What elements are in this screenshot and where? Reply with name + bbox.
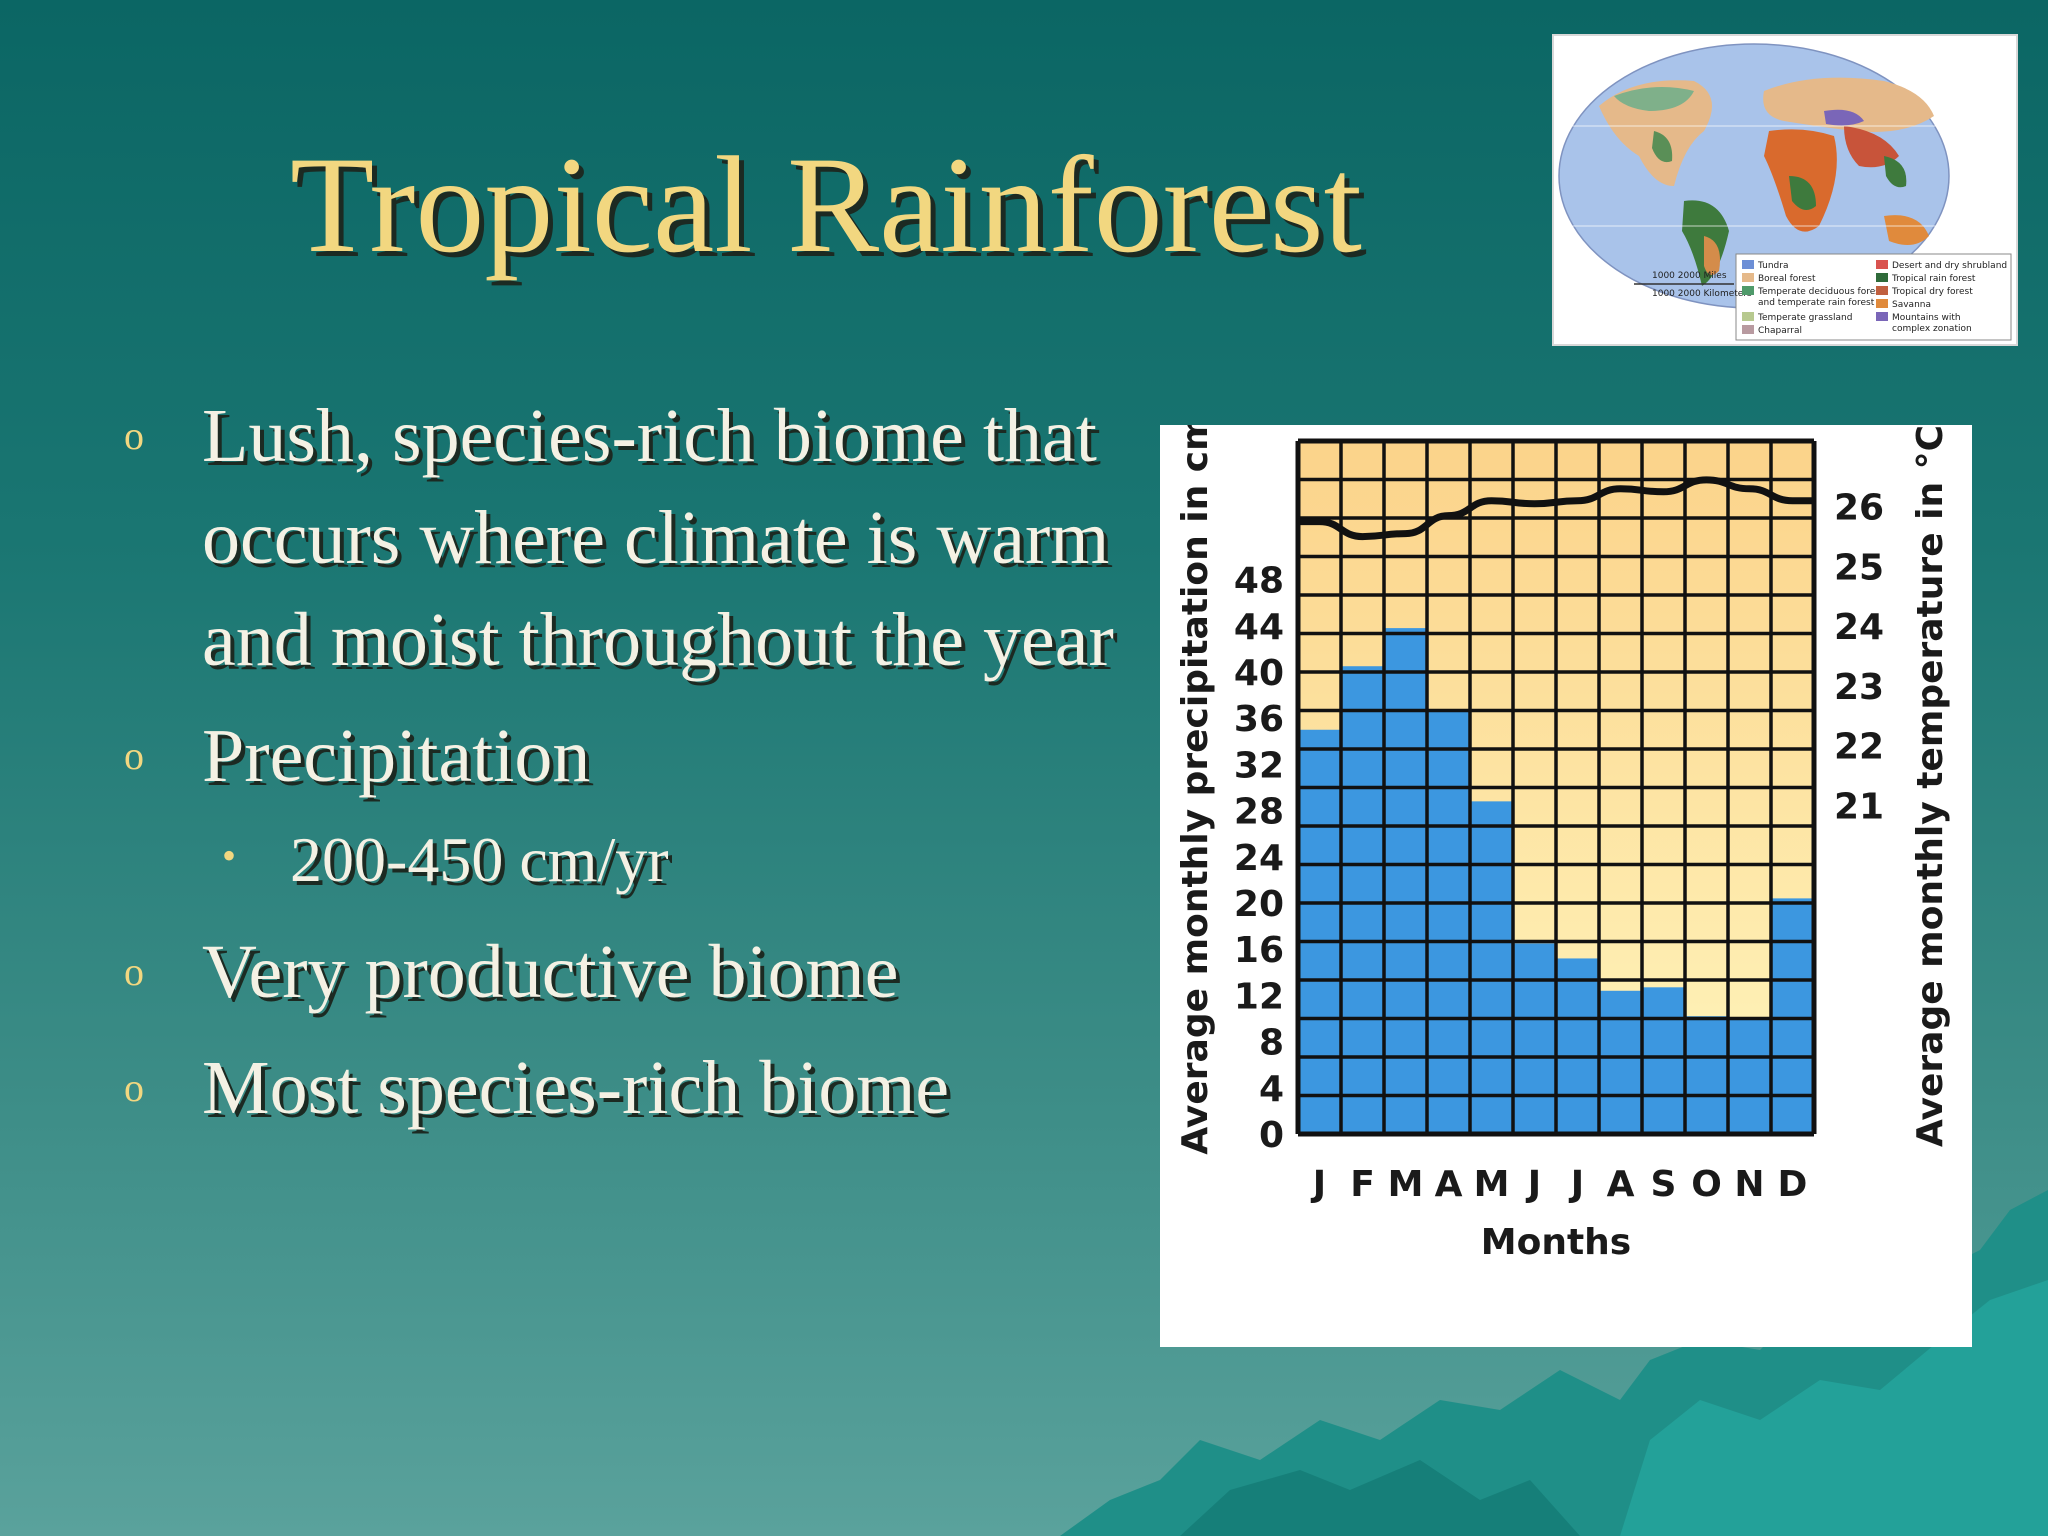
legend-label: Mountains with <box>1892 313 1961 323</box>
temperature-line <box>1296 476 1816 541</box>
precipitation-bar <box>1384 628 1427 1134</box>
bullet-text: Precipitation <box>202 714 591 798</box>
x-tick-label: M <box>1474 1164 1510 1205</box>
precipitation-bar <box>1298 729 1341 1134</box>
y-tick-label-left: 4 <box>1259 1069 1284 1110</box>
precipitation-bar <box>1427 710 1470 1134</box>
bullet-list: o Lush, species-rich biome that occurs w… <box>120 385 1130 1153</box>
bullet-item: o Lush, species-rich biome that occurs w… <box>120 385 1130 691</box>
legend-label: and temperate rain forest <box>1758 298 1875 308</box>
x-tick-label: J <box>1525 1164 1541 1205</box>
bullet-item: o Precipitation • 200-450 cm/yr <box>120 705 1130 905</box>
y-tick-label-right: 21 <box>1834 786 1884 827</box>
x-tick-label: N <box>1734 1164 1764 1205</box>
y-tick-label-left: 48 <box>1234 561 1284 602</box>
bullet-marker: o <box>124 413 144 458</box>
map-scale-miles: 1000 2000 Miles <box>1652 271 1727 281</box>
precipitation-bar <box>1556 958 1599 1134</box>
bullet-marker: o <box>124 733 144 778</box>
biome-map-svg: 1000 2000 Miles 1000 2000 Kilometers Tun… <box>1558 43 2012 341</box>
y-axis-right-ticks: 21 22 23 24 25 26 <box>1834 488 1884 828</box>
y-tick-label-left: 28 <box>1234 792 1284 833</box>
grid-lines <box>1295 438 1817 1137</box>
y-tick-label-left: 8 <box>1259 1023 1284 1064</box>
y-axis-label-left: Average monthly precipitation in cm <box>1175 425 1216 1155</box>
precipitation-bar <box>1513 943 1556 1134</box>
sub-bullet-list: • 200-450 cm/yr <box>202 815 1130 905</box>
legend-label: Boreal forest <box>1758 274 1816 284</box>
y-tick-label-left: 40 <box>1234 653 1284 694</box>
sub-bullet-marker: • <box>222 833 237 878</box>
x-tick-label: D <box>1778 1164 1808 1205</box>
x-tick-label: F <box>1350 1164 1375 1205</box>
bullet-text: Lush, species-rich biome that occurs whe… <box>202 394 1114 682</box>
y-tick-label-left: 16 <box>1234 930 1284 971</box>
x-tick-label: J <box>1310 1164 1326 1205</box>
map-legend: Tundra Boreal forest Temperate deciduous… <box>1742 260 2007 336</box>
legend-label: Temperate deciduous forest <box>1757 287 1884 297</box>
y-tick-label-left: 12 <box>1234 976 1284 1017</box>
y-tick-label-left: 44 <box>1234 607 1284 648</box>
x-tick-label: J <box>1568 1164 1584 1205</box>
bullet-marker: o <box>124 1065 144 1110</box>
legend-label: Tundra <box>1757 261 1788 271</box>
bullet-item: o Very productive biome <box>120 921 1130 1023</box>
x-tick-label: M <box>1388 1164 1424 1205</box>
precipitation-bar <box>1771 898 1814 1134</box>
legend-label: Temperate grassland <box>1757 313 1852 323</box>
map-scale-km: 1000 2000 Kilometers <box>1652 289 1752 299</box>
x-axis-label: Months <box>1481 1222 1631 1263</box>
precipitation-bar <box>1685 1016 1728 1134</box>
y-tick-label-right: 23 <box>1834 667 1884 708</box>
bullet-text: Very productive biome <box>202 930 899 1014</box>
precipitation-bar <box>1728 1018 1771 1134</box>
y-tick-label-left: 32 <box>1234 745 1284 786</box>
legend-label: Tropical rain forest <box>1891 274 1976 284</box>
slide-title: Tropical Rainforest <box>290 128 1362 281</box>
legend-label: complex zonation <box>1892 324 1972 334</box>
legend-label: Desert and dry shrubland <box>1892 261 2007 271</box>
bullet-item: o Most species-rich biome <box>120 1037 1130 1139</box>
sub-bullet-item: • 200-450 cm/yr <box>202 815 1130 905</box>
x-tick-label: O <box>1691 1164 1722 1205</box>
y-axis-label-right: Average monthly temperature in °C <box>1910 425 1951 1147</box>
y-tick-label-right: 24 <box>1834 607 1884 648</box>
y-tick-label-right: 26 <box>1834 488 1884 529</box>
y-tick-label-right: 22 <box>1834 727 1884 768</box>
legend-label: Chaparral <box>1758 326 1802 336</box>
precipitation-bar <box>1341 666 1384 1134</box>
sub-bullet-text: 200-450 cm/yr <box>290 824 669 895</box>
x-tick-label: A <box>1435 1164 1463 1205</box>
y-tick-label-right: 25 <box>1834 547 1884 588</box>
bullet-marker: o <box>124 949 144 994</box>
y-tick-label-left: 24 <box>1234 838 1284 879</box>
x-tick-label: S <box>1651 1164 1677 1205</box>
y-tick-label-left: 20 <box>1234 884 1284 925</box>
precipitation-bar <box>1470 801 1513 1134</box>
world-biome-map: 1000 2000 Miles 1000 2000 Kilometers Tun… <box>1552 34 2018 346</box>
precipitation-bar <box>1599 990 1642 1134</box>
legend-label: Tropical dry forest <box>1891 287 1973 297</box>
legend-label: Savanna <box>1892 300 1931 310</box>
x-tick-label: A <box>1607 1164 1635 1205</box>
y-tick-label-left: 36 <box>1234 699 1284 740</box>
y-tick-label-left: 0 <box>1259 1115 1284 1156</box>
bullet-text: Most species-rich biome <box>202 1046 950 1130</box>
precipitation-bar <box>1642 987 1685 1134</box>
